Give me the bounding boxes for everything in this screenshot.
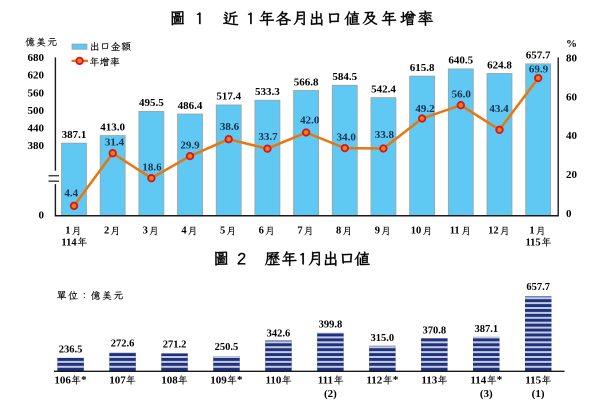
svg-text:42.0: 42.0 <box>300 115 320 127</box>
svg-text:80: 80 <box>566 52 578 64</box>
svg-text:10: 10 <box>411 226 422 237</box>
svg-text:43.4: 43.4 <box>489 103 509 115</box>
svg-text:680: 680 <box>28 52 45 64</box>
svg-text:560: 560 <box>28 87 45 99</box>
svg-text:(3): (3) <box>480 388 493 400</box>
svg-text:387.1: 387.1 <box>62 129 87 141</box>
svg-text:20: 20 <box>566 169 578 181</box>
svg-text:5: 5 <box>220 226 225 237</box>
svg-text:0: 0 <box>39 210 45 222</box>
svg-text:4.4: 4.4 <box>64 187 78 199</box>
svg-text:56.0: 56.0 <box>452 88 472 100</box>
svg-text:113: 113 <box>421 375 437 387</box>
svg-text:624.8: 624.8 <box>487 59 512 71</box>
svg-text:108: 108 <box>161 375 178 387</box>
svg-text:(2): (2) <box>324 388 337 400</box>
svg-text:115: 115 <box>526 237 541 248</box>
svg-text:370.8: 370.8 <box>423 325 447 336</box>
svg-text:413.0: 413.0 <box>100 121 125 133</box>
svg-text:31.4: 31.4 <box>105 136 125 148</box>
svg-text:315.0: 315.0 <box>371 333 395 344</box>
svg-text:38.6: 38.6 <box>220 121 240 133</box>
svg-text:110: 110 <box>265 375 281 387</box>
svg-text:380: 380 <box>28 140 45 152</box>
svg-text:112: 112 <box>366 375 382 387</box>
svg-text:584.5: 584.5 <box>332 71 357 83</box>
svg-text:342.6: 342.6 <box>267 329 291 340</box>
svg-text:236.5: 236.5 <box>59 344 83 355</box>
svg-text:542.4: 542.4 <box>371 83 396 95</box>
svg-text:(1): (1) <box>532 388 545 400</box>
svg-text:500: 500 <box>28 105 45 117</box>
svg-text:12: 12 <box>488 226 499 237</box>
svg-text:*: * <box>393 374 399 386</box>
svg-text:106: 106 <box>54 375 71 387</box>
svg-text:*: * <box>237 374 243 386</box>
svg-text:18.6: 18.6 <box>142 161 162 173</box>
svg-text:69.9: 69.9 <box>529 64 549 76</box>
svg-text:440: 440 <box>28 122 45 134</box>
svg-text:620: 620 <box>28 70 45 82</box>
svg-text:29.9: 29.9 <box>180 139 200 151</box>
svg-text:109: 109 <box>210 375 227 387</box>
svg-text:657.7: 657.7 <box>526 282 550 293</box>
svg-text:615.8: 615.8 <box>410 62 435 74</box>
svg-text:533.3: 533.3 <box>255 86 280 98</box>
svg-text:107: 107 <box>109 375 126 387</box>
svg-text:49.2: 49.2 <box>415 103 435 115</box>
svg-text:111: 111 <box>318 375 333 387</box>
svg-text:34.0: 34.0 <box>337 132 357 144</box>
svg-text:114: 114 <box>470 375 486 387</box>
svg-text:4: 4 <box>181 226 187 237</box>
svg-text:7: 7 <box>297 226 302 237</box>
svg-text:*: * <box>81 374 87 386</box>
svg-text:*: * <box>497 374 503 386</box>
svg-text:2: 2 <box>104 226 109 237</box>
svg-text:250.5: 250.5 <box>215 342 239 353</box>
svg-text:0: 0 <box>566 208 572 220</box>
svg-text:399.8: 399.8 <box>319 320 343 331</box>
svg-text:6: 6 <box>259 226 264 237</box>
svg-text:272.6: 272.6 <box>111 339 135 350</box>
svg-text:11: 11 <box>450 226 460 237</box>
svg-text:9: 9 <box>375 226 380 237</box>
svg-text:1: 1 <box>65 226 70 237</box>
svg-text:640.5: 640.5 <box>448 55 473 67</box>
svg-text:1: 1 <box>529 226 534 237</box>
svg-text:%: % <box>566 38 577 50</box>
svg-text:486.4: 486.4 <box>178 100 203 112</box>
svg-text:517.4: 517.4 <box>216 91 241 103</box>
svg-text:657.7: 657.7 <box>526 50 551 62</box>
svg-text:271.2: 271.2 <box>163 339 187 350</box>
svg-text:114: 114 <box>61 237 77 248</box>
svg-text:33.8: 33.8 <box>375 129 395 141</box>
svg-text:8: 8 <box>336 226 341 237</box>
svg-text:60: 60 <box>566 91 578 103</box>
svg-text:566.8: 566.8 <box>294 76 319 88</box>
svg-text:495.5: 495.5 <box>139 97 164 109</box>
svg-text:115: 115 <box>525 375 541 387</box>
svg-text:3: 3 <box>143 226 148 237</box>
svg-text:40: 40 <box>566 130 578 142</box>
svg-text:33.7: 33.7 <box>258 131 278 143</box>
svg-text:387.1: 387.1 <box>474 324 498 335</box>
